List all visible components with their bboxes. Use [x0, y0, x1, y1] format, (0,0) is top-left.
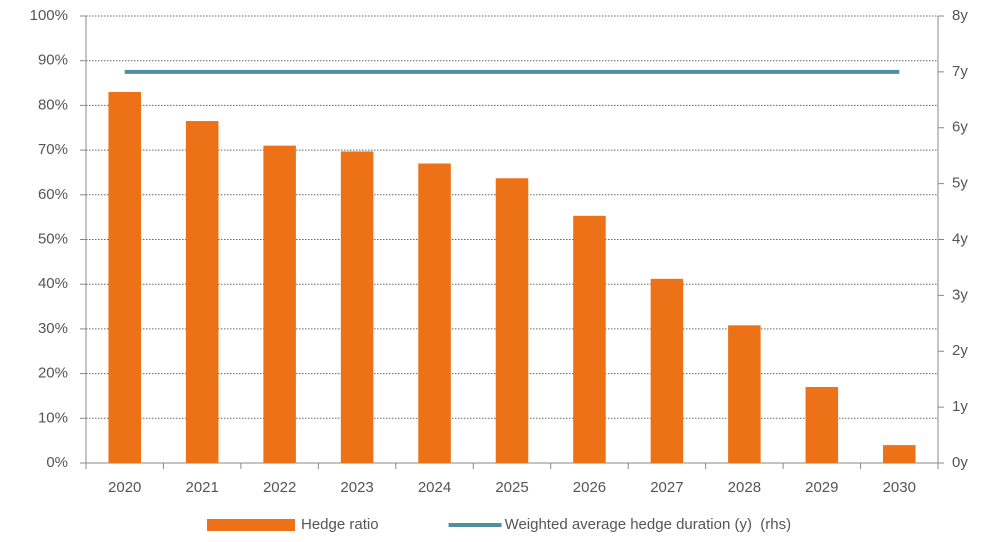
legend-swatch [207, 519, 295, 531]
x-tick-label: 2030 [883, 479, 916, 496]
x-tick-label: 2027 [650, 479, 683, 496]
y2-tick-label: 1y [952, 398, 968, 415]
x-tick-label: 2022 [263, 479, 296, 496]
bar [728, 325, 761, 463]
bar [108, 91, 141, 464]
x-tick-label: 2028 [728, 479, 761, 496]
x-tick-label: 2029 [805, 479, 838, 496]
y2-tick-label: 0y [952, 454, 968, 471]
y-tick-label: 30% [38, 320, 68, 337]
legend-label: Hedge ratio [301, 516, 379, 533]
y2-tick-label: 3y [952, 286, 968, 303]
y2-tick-label: 5y [952, 175, 968, 192]
y2-tick-label: 6y [952, 119, 968, 136]
y-tick-label: 90% [38, 52, 68, 69]
bar [263, 145, 296, 463]
y-tick-label: 20% [38, 365, 68, 382]
x-tick-label: 2023 [340, 479, 373, 496]
y-tick-label: 70% [38, 141, 68, 158]
y-tick-label: 80% [38, 96, 68, 113]
x-tick-label: 2020 [108, 479, 141, 496]
y2-tick-label: 4y [952, 230, 968, 247]
legend-label: Weighted average hedge duration (y) (rhs… [505, 516, 792, 533]
bar [805, 387, 839, 463]
bar [883, 445, 916, 463]
bar [573, 215, 606, 463]
x-tick-label: 2021 [185, 479, 218, 496]
y-tick-label: 60% [38, 186, 68, 203]
y2-tick-label: 7y [952, 63, 968, 80]
bar [650, 278, 684, 463]
y2-tick-label: 2y [952, 342, 968, 359]
y-tick-label: 40% [38, 275, 68, 292]
y-tick-label: 0% [46, 454, 68, 471]
bar [340, 151, 374, 464]
y-tick-label: 50% [38, 230, 68, 247]
y2-tick-label: 8y [952, 7, 968, 24]
x-tick-label: 2026 [573, 479, 606, 496]
x-tick-label: 2025 [495, 479, 528, 496]
y-tick-label: 10% [38, 409, 68, 426]
x-tick-label: 2024 [418, 479, 451, 496]
bar [418, 163, 451, 463]
bar [495, 178, 529, 464]
y-tick-label: 100% [30, 7, 68, 24]
bar [185, 121, 219, 464]
